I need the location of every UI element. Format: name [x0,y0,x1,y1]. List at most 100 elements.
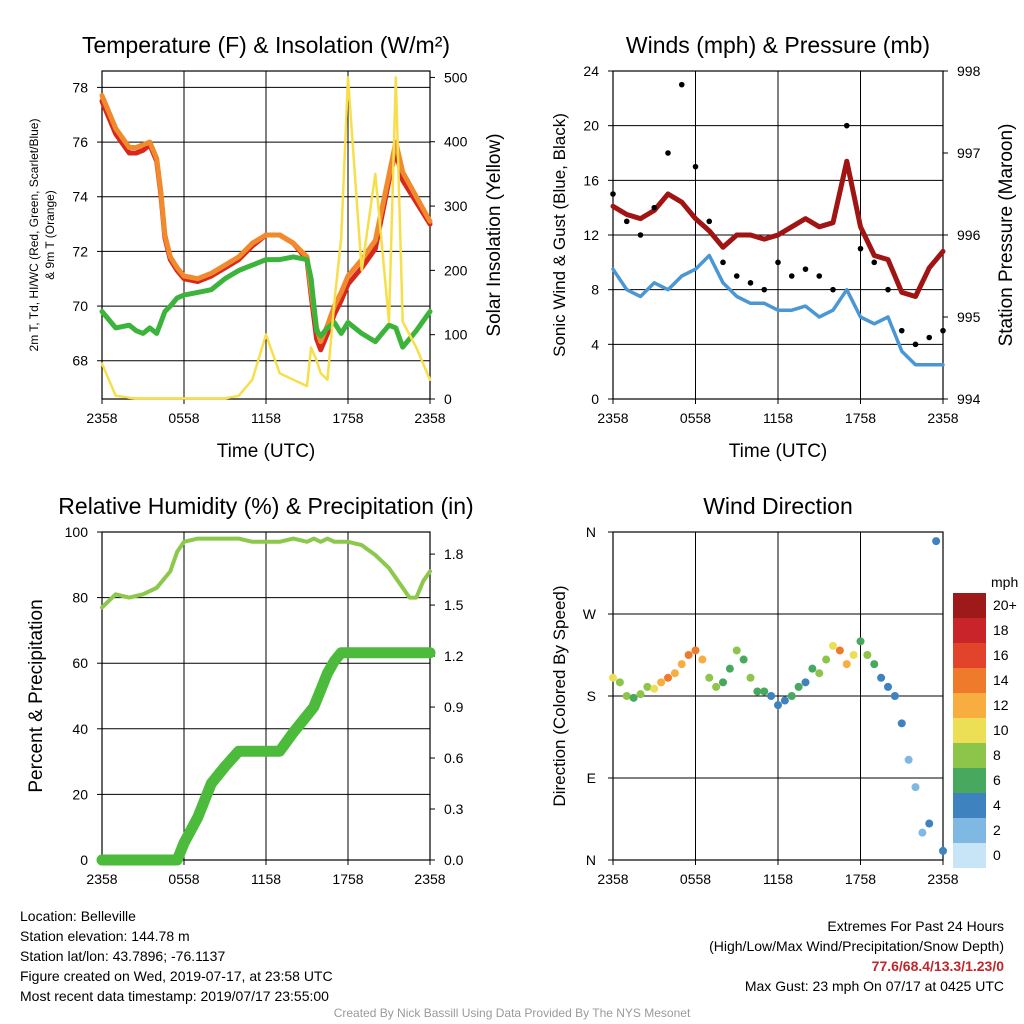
gust-point [885,286,891,293]
chart-title: Winds (mph) & Pressure (mb) [626,32,930,58]
y-tick-label: S [587,688,596,704]
gust-point [857,245,864,252]
y-axis-label: Direction (Colored By Speed) [550,585,569,806]
x-tick-label: 2358 [597,410,628,426]
y-tick-label: 80 [72,590,88,606]
direction-point [609,673,617,682]
y2-tick-label: 500 [444,69,468,85]
direction-point [794,682,803,691]
colorbar-label: 4 [993,797,1001,813]
y-tick-label: 16 [583,172,599,188]
y-axis-label-line1: 2m T, Td, HI/WC (Red, Green, Scarlet/Blu… [27,119,41,352]
direction-point [712,682,721,691]
y2-tick-label: 1.8 [444,546,464,562]
y-tick-label: 78 [72,79,88,95]
series-line-sonic-wind [611,253,945,367]
series-line-precipitation [96,647,436,866]
gust-point [720,259,726,266]
direction-point [925,819,934,828]
y2-tick-label: 0.3 [444,801,464,817]
x-tick-label: 1158 [251,871,281,887]
y-tick-label: 20 [72,786,88,802]
colorbar-label: 20+ [993,597,1017,613]
x-tick-label: 2358 [86,410,117,426]
y-tick-label: N [586,852,596,868]
gust-point [816,273,823,279]
y2-tick-label: 995 [957,309,981,325]
y2-tick-label: 400 [444,134,468,150]
extremes-title: Extremes For Past 24 Hours [827,918,1004,934]
y-tick-label: 40 [72,721,88,737]
gust-point [802,266,809,272]
direction-point [863,651,872,659]
direction-point [842,660,851,669]
y-tick-label: 76 [72,134,88,150]
y2-tick-label: 0 [444,391,452,407]
gust-point [788,273,795,279]
direction-point [657,678,666,687]
y-tick-label: 72 [72,243,88,259]
y-tick-label: 24 [583,63,599,79]
y-tick-label: 70 [72,298,88,314]
x-tick-label: 1758 [845,410,876,426]
y2-tick-label: 996 [957,227,981,243]
colorbar-swatch [953,643,986,668]
x-tick-label: 1158 [763,871,793,887]
direction-point [691,646,700,655]
direction-point [856,637,865,646]
direction-point [787,692,796,700]
y-tick-label: W [583,606,597,622]
panel-1: Temperature (F) & Insolation (W/m²) 2358 0… [27,32,505,462]
y2-tick-label: 1.2 [444,648,464,664]
direction-point [664,673,672,682]
gust-point [830,286,836,293]
y-axis-label: Percent & Precipitation [26,599,47,792]
x-tick-label: 1158 [251,410,281,426]
colorbar-swatch [953,718,986,743]
x-tick-label: 1758 [332,410,363,426]
created-text: Figure created on Wed, 2019-07-17, at 23… [20,968,333,984]
direction-point [870,660,879,669]
x-axis-label: Time (UTC) [729,441,828,462]
colorbar-label: 6 [993,772,1001,788]
direction-point [739,655,748,664]
chart-title: Wind Direction [703,493,853,519]
colorbar-swatch [953,818,986,843]
colorbar-label: 14 [993,672,1009,688]
chart-title: Temperature (F) & Insolation (W/m²) [82,32,450,58]
gust-point [733,273,740,279]
direction-point [753,687,762,696]
extremes-values: 77.6/68.4/13.3/1.23/0 [871,958,1004,974]
gust-point [637,232,644,238]
gust-point [623,218,630,225]
y2-tick-label: 994 [957,391,981,407]
y-tick-label: 4 [591,336,599,352]
gust-point [843,122,850,129]
direction-point [684,651,693,659]
x-tick-label: 0558 [680,871,711,887]
direction-point [643,682,652,691]
chart-title: Relative Humidity (%) & Precipitation (i… [58,493,473,519]
direction-point [677,660,686,669]
y2-tick-label: 997 [957,145,981,161]
gust-point [678,81,685,88]
colorbar-swatch [953,843,986,868]
y-tick-label: 68 [72,353,88,369]
max-gust-text: Max Gust: 23 mph On 07/17 at 0425 UTC [744,978,1004,994]
colorbar-label: 18 [993,622,1009,638]
direction-point [801,678,810,687]
elevation-text: Station elevation: 144.78 m [20,928,190,944]
direction-point [884,682,892,691]
series-line-9m-t [99,93,433,345]
colorbar-swatch [953,593,986,618]
y2-axis-label: Solar Insolation (Yellow) [484,133,505,336]
x-axis-label: Time (UTC) [217,441,316,462]
colorbar-swatch [953,668,986,693]
direction-point [911,783,920,792]
colorbar-label: 16 [993,647,1009,663]
direction-point [849,651,858,659]
colorbar-label: 8 [993,747,1001,763]
x-tick-label: 2358 [86,871,117,887]
y-tick-label: 20 [583,118,599,134]
gust-point [665,150,671,156]
